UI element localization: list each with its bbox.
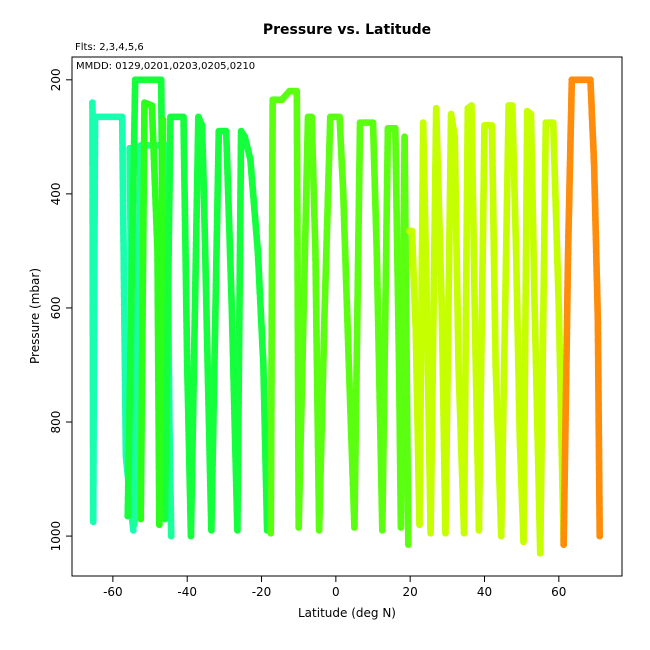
data-points [89, 76, 604, 557]
data-point [159, 116, 167, 124]
chart-subtitle: Flts: 2,3,4,5,6 [75, 42, 144, 53]
chart-annotation: MMDD: 0129,0201,0203,0205,0210 [76, 61, 255, 72]
data-point [129, 527, 137, 534]
chart-title: Pressure vs. Latitude [263, 22, 431, 38]
data-point [167, 532, 175, 540]
series-0 [89, 99, 137, 534]
